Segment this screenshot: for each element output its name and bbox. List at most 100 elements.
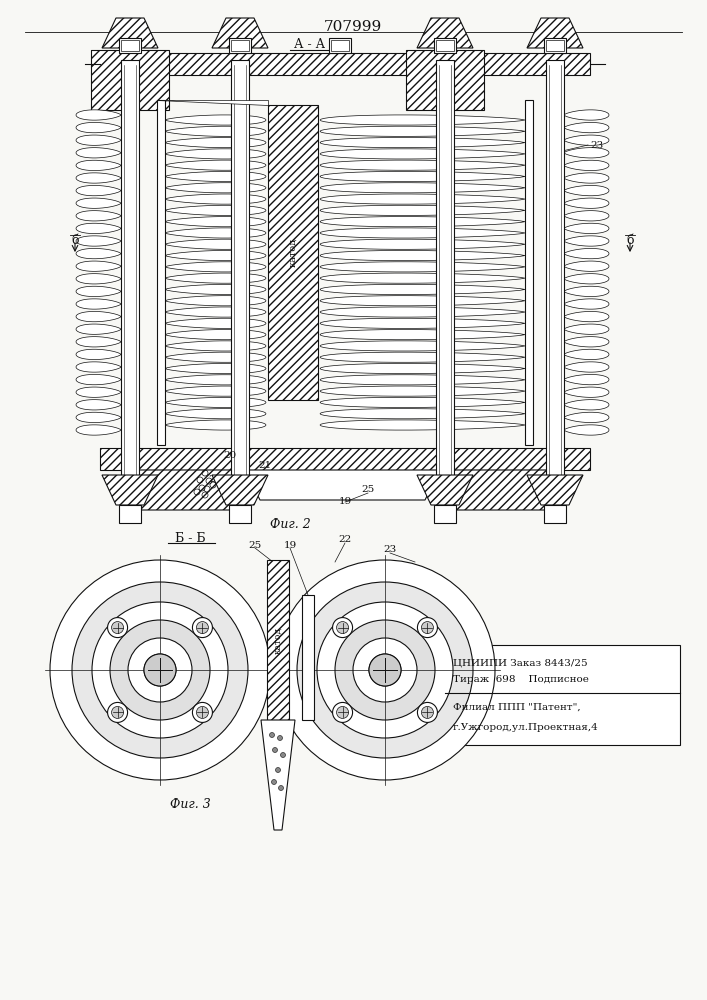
Polygon shape <box>564 223 609 234</box>
Polygon shape <box>102 18 158 48</box>
Text: 19: 19 <box>284 540 297 550</box>
Polygon shape <box>564 173 609 183</box>
Bar <box>229 38 251 53</box>
Polygon shape <box>320 352 525 362</box>
Polygon shape <box>76 223 121 234</box>
Bar <box>434 38 456 53</box>
Bar <box>445 645 680 745</box>
Circle shape <box>269 732 274 738</box>
Polygon shape <box>102 475 158 505</box>
Polygon shape <box>165 262 266 272</box>
Polygon shape <box>165 363 266 374</box>
Polygon shape <box>320 250 525 261</box>
Polygon shape <box>165 341 266 351</box>
Text: г.Ужгород,ул.Проектная,4: г.Ужгород,ул.Проектная,4 <box>453 722 599 732</box>
Polygon shape <box>76 135 121 145</box>
Polygon shape <box>165 273 266 283</box>
Circle shape <box>275 560 495 780</box>
Circle shape <box>417 702 438 722</box>
Circle shape <box>192 618 212 638</box>
Text: ЦНИИПИ Заказ 8443/25: ЦНИИПИ Заказ 8443/25 <box>453 658 588 668</box>
Circle shape <box>272 748 278 752</box>
Polygon shape <box>320 363 525 374</box>
Text: Фиг. 2: Фиг. 2 <box>269 518 310 530</box>
Circle shape <box>276 768 281 772</box>
Polygon shape <box>76 349 121 360</box>
Bar <box>119 38 141 53</box>
Polygon shape <box>320 194 525 204</box>
Bar <box>436 40 454 51</box>
Polygon shape <box>564 349 609 360</box>
Circle shape <box>144 654 176 686</box>
Text: 25: 25 <box>361 486 375 494</box>
Bar <box>157 100 165 445</box>
Circle shape <box>112 706 124 718</box>
Polygon shape <box>564 185 609 196</box>
Polygon shape <box>564 374 609 385</box>
Bar <box>231 40 249 51</box>
Polygon shape <box>527 475 583 505</box>
Polygon shape <box>76 248 121 259</box>
Polygon shape <box>320 330 525 340</box>
Polygon shape <box>564 122 609 133</box>
Polygon shape <box>564 412 609 423</box>
Text: 23: 23 <box>590 140 603 149</box>
Circle shape <box>332 702 353 722</box>
Polygon shape <box>320 420 525 430</box>
Polygon shape <box>261 720 295 830</box>
Text: 22: 22 <box>339 536 351 544</box>
Text: 24: 24 <box>209 476 221 485</box>
Bar <box>268 105 318 400</box>
Polygon shape <box>564 286 609 297</box>
Polygon shape <box>165 183 266 193</box>
Polygon shape <box>165 115 266 125</box>
Polygon shape <box>564 236 609 246</box>
Polygon shape <box>564 135 609 145</box>
Polygon shape <box>320 318 525 328</box>
Circle shape <box>332 618 353 638</box>
Circle shape <box>278 736 283 740</box>
Bar <box>302 595 314 720</box>
Text: А - А: А - А <box>294 38 325 51</box>
Text: катод: катод <box>274 626 283 654</box>
Polygon shape <box>76 387 121 397</box>
Polygon shape <box>320 228 525 238</box>
Text: Тираж  698    Подписное: Тираж 698 Подписное <box>453 676 589 684</box>
Circle shape <box>369 654 401 686</box>
Polygon shape <box>320 239 525 249</box>
Bar <box>100 53 590 75</box>
Polygon shape <box>125 470 245 510</box>
Polygon shape <box>564 324 609 334</box>
Polygon shape <box>76 185 121 196</box>
Polygon shape <box>76 299 121 309</box>
Polygon shape <box>564 400 609 410</box>
Polygon shape <box>157 100 268 105</box>
Polygon shape <box>564 387 609 397</box>
Polygon shape <box>165 171 266 182</box>
Polygon shape <box>212 18 268 48</box>
Polygon shape <box>320 284 525 295</box>
Polygon shape <box>165 296 266 306</box>
Polygon shape <box>212 475 268 505</box>
Circle shape <box>297 582 473 758</box>
Polygon shape <box>165 420 266 430</box>
Circle shape <box>110 620 210 720</box>
Polygon shape <box>320 296 525 306</box>
Polygon shape <box>76 362 121 372</box>
Circle shape <box>107 618 127 638</box>
Polygon shape <box>320 115 525 125</box>
Polygon shape <box>320 262 525 272</box>
Circle shape <box>112 622 124 634</box>
Polygon shape <box>245 470 440 500</box>
Polygon shape <box>76 110 121 120</box>
Text: Б - Б: Б - Б <box>175 532 205 544</box>
Polygon shape <box>165 409 266 419</box>
Polygon shape <box>165 284 266 295</box>
Polygon shape <box>564 362 609 372</box>
Bar <box>436 60 454 510</box>
Circle shape <box>335 620 435 720</box>
Polygon shape <box>165 217 266 227</box>
Text: б: б <box>626 233 633 246</box>
Polygon shape <box>320 183 525 193</box>
Polygon shape <box>320 375 525 385</box>
